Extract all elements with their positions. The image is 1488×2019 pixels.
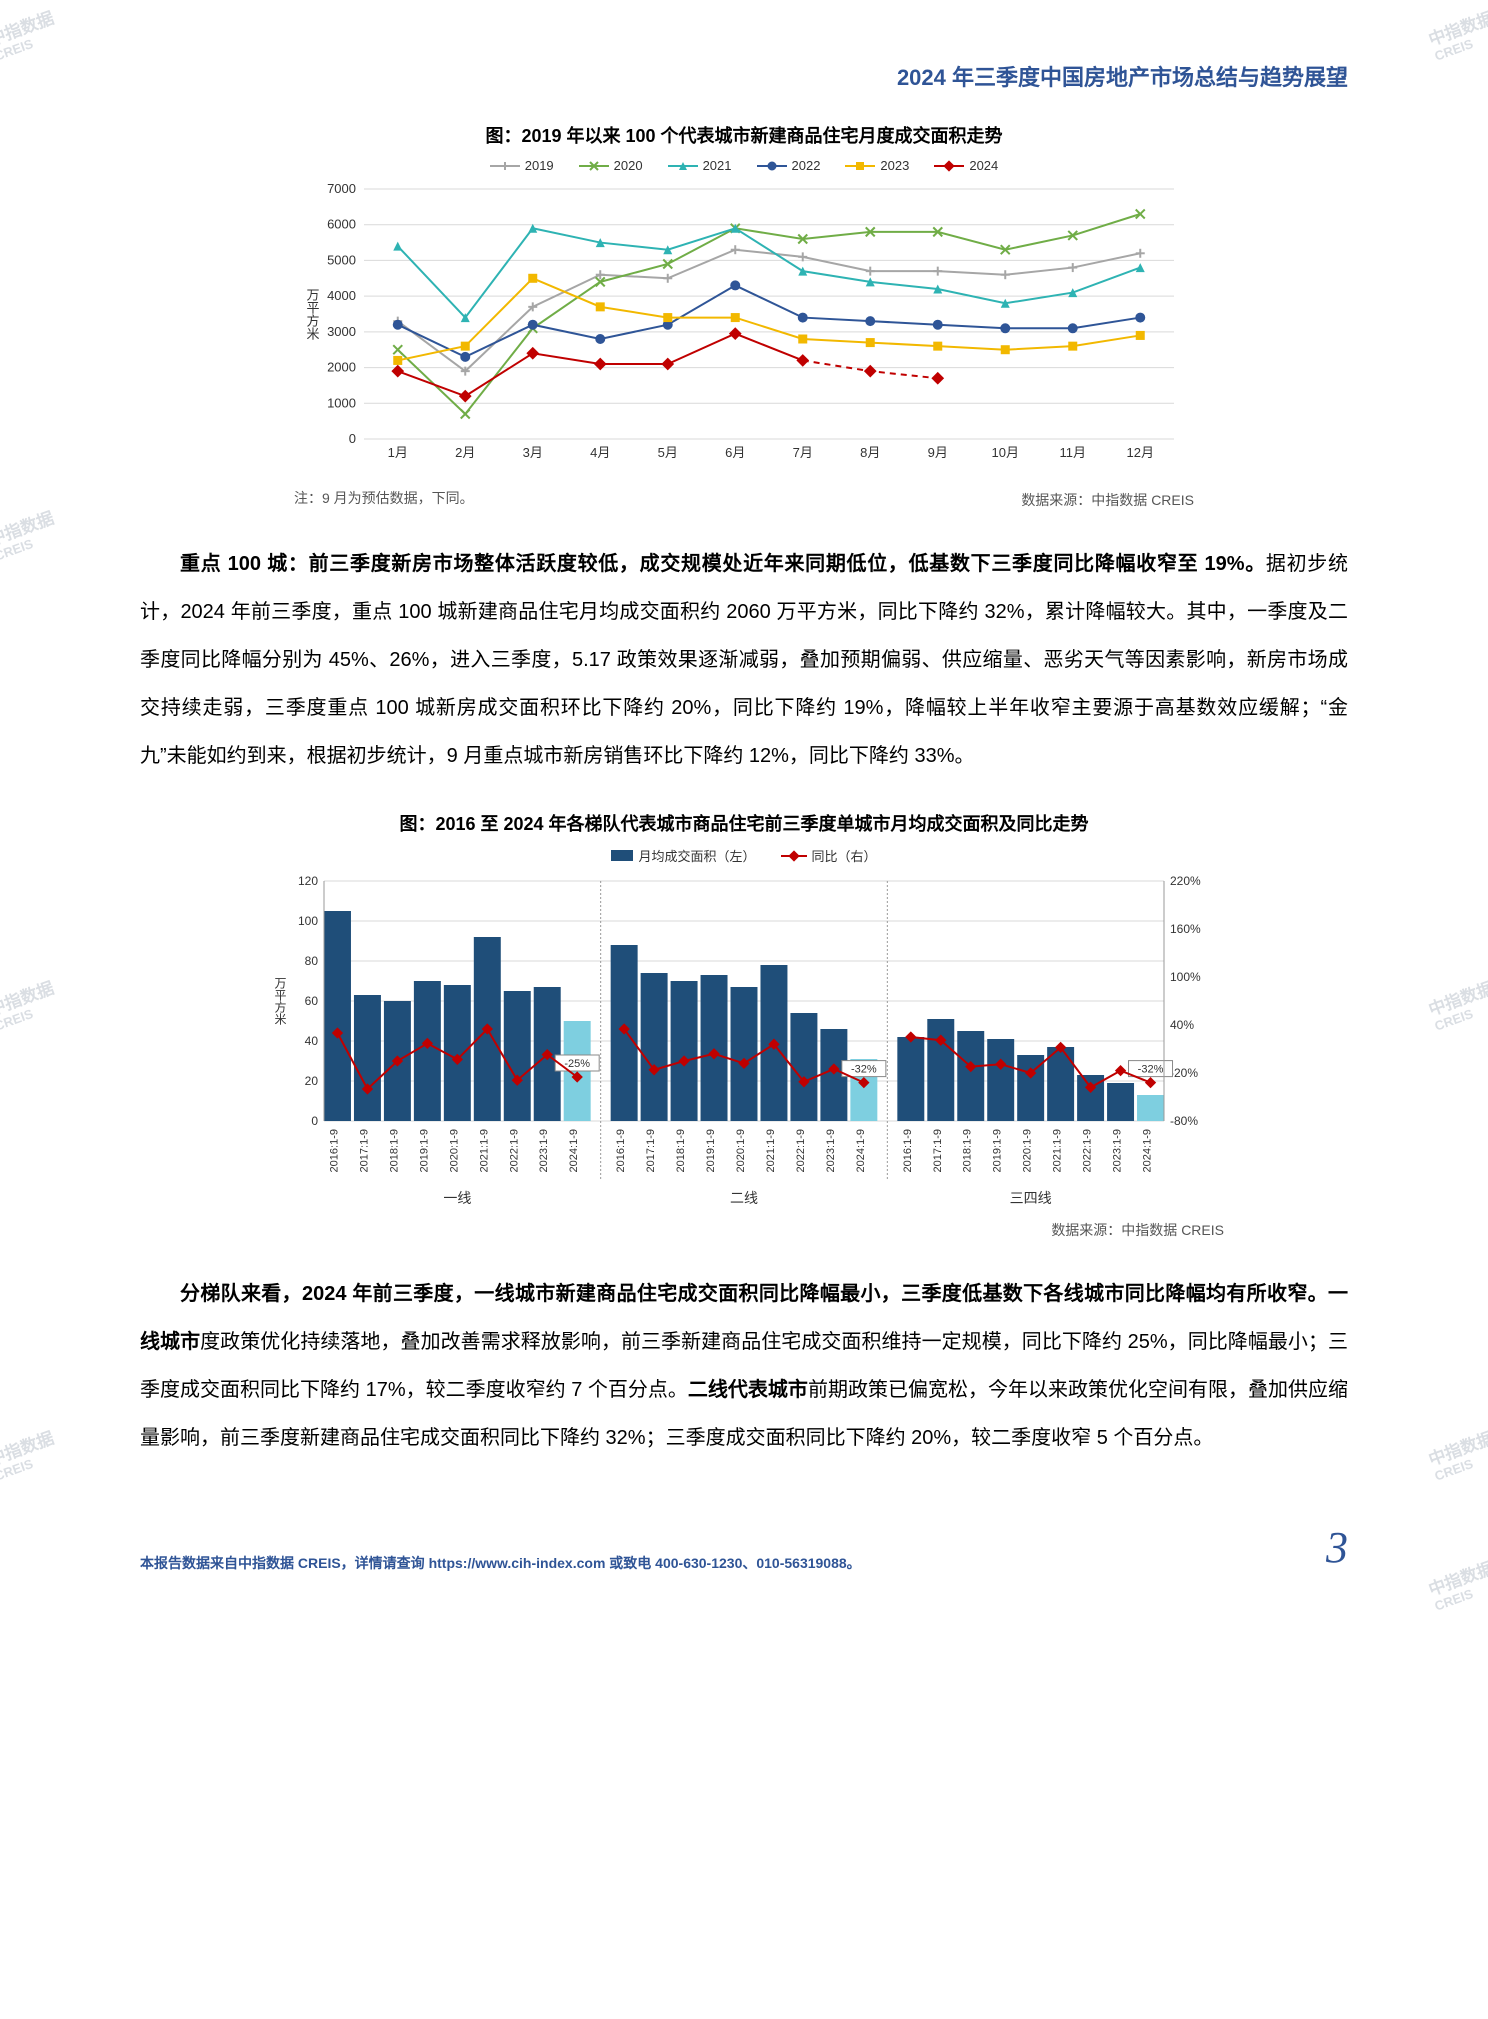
para1-lead: 重点 100 城：前三季度新房市场整体活跃度较低，成交规模处近年来同期低位，低基… bbox=[180, 553, 1266, 575]
svg-text:2017:1-9: 2017:1-9 bbox=[932, 1129, 944, 1172]
svg-text:2016:1-9: 2016:1-9 bbox=[615, 1129, 627, 1172]
watermark: 中指数据CREIS bbox=[1426, 1429, 1488, 1483]
svg-text:2016:1-9: 2016:1-9 bbox=[328, 1129, 340, 1172]
chart1-container: 201920202021202220232024 0 1000 2000 3000 40… bbox=[294, 158, 1194, 510]
svg-text:160%: 160% bbox=[1170, 922, 1201, 936]
svg-text:三四线: 三四线 bbox=[1010, 1190, 1052, 1206]
svg-text:万平方米: 万平方米 bbox=[273, 977, 287, 1025]
chart1-svg: 0 1000 2000 3000 4000 5000 6000 7000 1月 2月 3月 4月 5月 6… bbox=[294, 179, 1194, 479]
svg-text:4月: 4月 bbox=[590, 445, 610, 460]
svg-text:11月: 11月 bbox=[1060, 445, 1087, 460]
svg-text:-80%: -80% bbox=[1170, 1114, 1198, 1128]
svg-text:40%: 40% bbox=[1170, 1018, 1194, 1032]
chart2-legend-line: 同比（右） bbox=[812, 846, 877, 865]
svg-text:2024:1-9: 2024:1-9 bbox=[1142, 1129, 1154, 1172]
svg-text:2023:1-9: 2023:1-9 bbox=[538, 1129, 550, 1172]
svg-text:100%: 100% bbox=[1170, 970, 1201, 984]
svg-text:2019:1-9: 2019:1-9 bbox=[418, 1129, 430, 1172]
chart2-container: 月均成交面积（左） 同比（右） 0 20 40 60 80 100 120 -80% -20% 4… bbox=[264, 846, 1224, 1240]
svg-text:2021:1-9: 2021:1-9 bbox=[1052, 1129, 1064, 1172]
svg-text:2017:1-9: 2017:1-9 bbox=[645, 1129, 657, 1172]
svg-text:7000: 7000 bbox=[327, 181, 356, 196]
para1-rest: 据初步统计，2024 年前三季度，重点 100 城新建商品住宅月均成交面积约 2… bbox=[140, 553, 1348, 767]
footer-text: 本报告数据来自中指数据 CREIS，详情请查询 https://www.cih-… bbox=[140, 1553, 861, 1573]
svg-text:20: 20 bbox=[305, 1074, 319, 1088]
svg-text:2021:1-9: 2021:1-9 bbox=[478, 1129, 490, 1172]
svg-text:100: 100 bbox=[298, 914, 318, 928]
svg-text:8月: 8月 bbox=[860, 445, 880, 460]
chart2-legend-bar: 月均成交面积（左） bbox=[638, 846, 755, 865]
svg-text:0: 0 bbox=[311, 1114, 318, 1128]
chart1-title: 图：2019 年以来 100 个代表城市新建商品住宅月度成交面积走势 bbox=[140, 122, 1348, 148]
page-number: 3 bbox=[1326, 1522, 1348, 1573]
footer: 本报告数据来自中指数据 CREIS，详情请查询 https://www.cih-… bbox=[140, 1522, 1348, 1573]
svg-text:2017:1-9: 2017:1-9 bbox=[358, 1129, 370, 1172]
svg-text:80: 80 bbox=[305, 954, 319, 968]
svg-text:二线: 二线 bbox=[730, 1190, 758, 1206]
svg-text:12月: 12月 bbox=[1127, 445, 1154, 460]
svg-text:2022:1-9: 2022:1-9 bbox=[795, 1129, 807, 1172]
svg-text:220%: 220% bbox=[1170, 874, 1201, 888]
chart2-legend: 月均成交面积（左） 同比（右） bbox=[264, 846, 1224, 865]
svg-text:5月: 5月 bbox=[658, 445, 678, 460]
svg-text:6月: 6月 bbox=[725, 445, 745, 460]
svg-text:1月: 1月 bbox=[388, 445, 408, 460]
svg-text:2月: 2月 bbox=[455, 445, 475, 460]
svg-text:2018:1-9: 2018:1-9 bbox=[962, 1129, 974, 1172]
svg-text:一线: 一线 bbox=[443, 1190, 471, 1206]
svg-text:5000: 5000 bbox=[327, 252, 356, 267]
svg-text:-32%: -32% bbox=[1138, 1064, 1164, 1076]
svg-text:4000: 4000 bbox=[327, 288, 356, 303]
watermark: 中指数据CREIS bbox=[1426, 1559, 1488, 1613]
svg-text:2024:1-9: 2024:1-9 bbox=[855, 1129, 867, 1172]
svg-text:2020:1-9: 2020:1-9 bbox=[735, 1129, 747, 1172]
svg-text:-32%: -32% bbox=[851, 1064, 877, 1076]
svg-text:2020:1-9: 2020:1-9 bbox=[1022, 1129, 1034, 1172]
svg-text:7月: 7月 bbox=[793, 445, 813, 460]
svg-text:0: 0 bbox=[349, 431, 356, 446]
chart2-source: 数据来源：中指数据 CREIS bbox=[264, 1220, 1224, 1240]
svg-text:3000: 3000 bbox=[327, 324, 356, 339]
para2-bold2: 二线代表城市 bbox=[688, 1379, 808, 1401]
svg-text:120: 120 bbox=[298, 874, 318, 888]
svg-text:-25%: -25% bbox=[564, 1058, 590, 1070]
svg-text:2019:1-9: 2019:1-9 bbox=[992, 1129, 1004, 1172]
svg-text:60: 60 bbox=[305, 994, 319, 1008]
watermark: 中指数据CREIS bbox=[0, 509, 62, 563]
svg-text:6000: 6000 bbox=[327, 217, 356, 232]
chart1-legend: 201920202021202220232024 bbox=[294, 158, 1194, 173]
watermark: 中指数据CREIS bbox=[0, 979, 62, 1033]
watermark: 中指数据CREIS bbox=[1426, 9, 1488, 63]
svg-text:2016:1-9: 2016:1-9 bbox=[902, 1129, 914, 1172]
svg-text:-20%: -20% bbox=[1170, 1066, 1198, 1080]
watermark: 中指数据CREIS bbox=[0, 1429, 62, 1483]
svg-text:40: 40 bbox=[305, 1034, 319, 1048]
svg-text:2021:1-9: 2021:1-9 bbox=[765, 1129, 777, 1172]
svg-text:9月: 9月 bbox=[928, 445, 948, 460]
svg-text:2023:1-9: 2023:1-9 bbox=[825, 1129, 837, 1172]
chart2-svg: 0 20 40 60 80 100 120 -80% -20% 40% 100% 160% 220% 万平… bbox=[264, 871, 1224, 1211]
svg-text:万平方米: 万平方米 bbox=[305, 288, 320, 340]
svg-text:2018:1-9: 2018:1-9 bbox=[675, 1129, 687, 1172]
svg-text:3月: 3月 bbox=[523, 445, 543, 460]
paragraph-1: 重点 100 城：前三季度新房市场整体活跃度较低，成交规模处近年来同期低位，低基… bbox=[140, 540, 1348, 780]
svg-text:2020:1-9: 2020:1-9 bbox=[448, 1129, 460, 1172]
page-header-title: 2024 年三季度中国房地产市场总结与趋势展望 bbox=[140, 60, 1348, 92]
svg-text:2000: 2000 bbox=[327, 360, 356, 375]
svg-text:2019:1-9: 2019:1-9 bbox=[705, 1129, 717, 1172]
watermark: 中指数据CREIS bbox=[0, 9, 62, 63]
paragraph-2: 分梯队来看，2024 年前三季度，一线城市新建商品住宅成交面积同比降幅最小，三季… bbox=[140, 1270, 1348, 1462]
svg-text:2022:1-9: 2022:1-9 bbox=[1082, 1129, 1094, 1172]
svg-text:2023:1-9: 2023:1-9 bbox=[1112, 1129, 1124, 1172]
svg-text:10月: 10月 bbox=[992, 445, 1019, 460]
svg-text:2018:1-9: 2018:1-9 bbox=[388, 1129, 400, 1172]
chart2-title: 图：2016 至 2024 年各梯队代表城市商品住宅前三季度单城市月均成交面积及… bbox=[140, 810, 1348, 836]
watermark: 中指数据CREIS bbox=[1426, 979, 1488, 1033]
svg-text:2024:1-9: 2024:1-9 bbox=[568, 1129, 580, 1172]
svg-text:1000: 1000 bbox=[327, 395, 356, 410]
svg-text:2022:1-9: 2022:1-9 bbox=[508, 1129, 520, 1172]
